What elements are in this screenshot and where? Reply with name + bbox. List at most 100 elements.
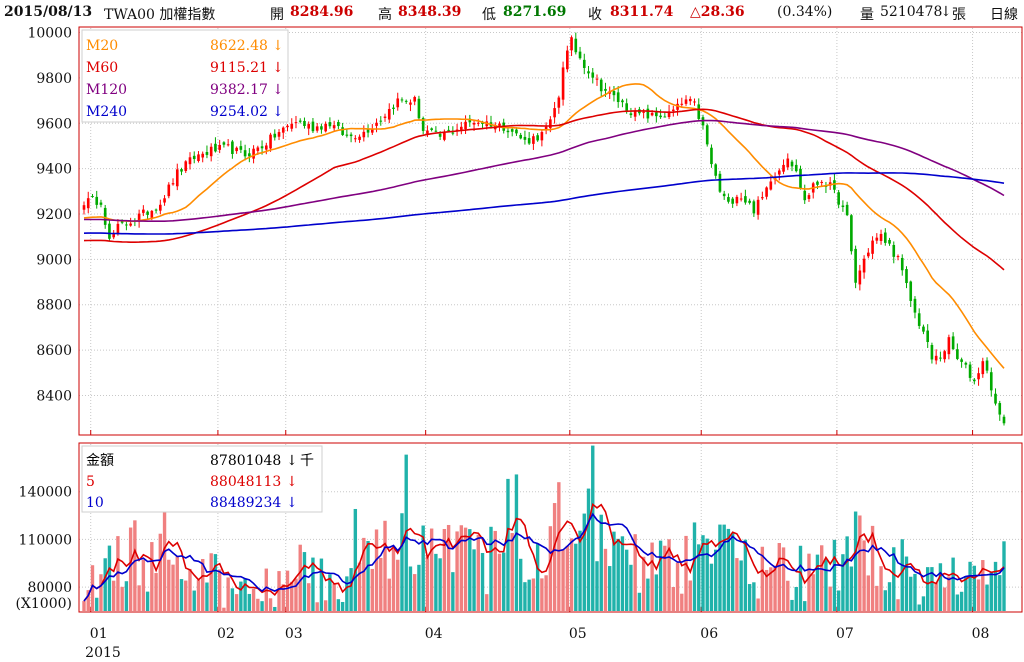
candle: [828, 176, 832, 190]
volume-bar: [591, 445, 595, 611]
candle-body: [417, 98, 421, 119]
candle: [328, 117, 332, 129]
candle: [523, 130, 527, 145]
candle-body: [387, 108, 391, 120]
candle: [599, 78, 603, 97]
volume-bar: [764, 569, 769, 611]
volume-bar: [981, 560, 985, 611]
candle-body: [939, 357, 942, 359]
candle-body: [476, 122, 480, 124]
volume-bar: [735, 558, 739, 611]
month-label: 08: [972, 626, 990, 642]
volume-bar: [239, 581, 243, 611]
volume-bar: [794, 587, 798, 611]
candle: [756, 196, 760, 220]
candle: [646, 104, 650, 123]
candle-body: [930, 345, 934, 360]
vol-legend-amount-unit: 千: [300, 453, 314, 469]
candle: [616, 86, 620, 108]
candle: [332, 120, 336, 131]
candle: [688, 96, 692, 106]
volume-bar: [845, 536, 849, 611]
legend-m120-arrow-icon: ↓: [272, 82, 284, 98]
candle-body: [680, 103, 684, 105]
candle: [290, 118, 294, 132]
low-label: 低: [482, 7, 496, 23]
candle-body: [578, 51, 582, 59]
month-label: 07: [836, 626, 854, 642]
candle: [786, 153, 790, 171]
candle-body: [782, 164, 785, 172]
candle-body: [883, 232, 887, 243]
candle-body: [574, 38, 578, 53]
candle-body: [252, 148, 255, 159]
candle: [824, 181, 828, 193]
candle-body: [86, 198, 90, 209]
candle-body: [205, 152, 209, 155]
volume-bar: [726, 528, 731, 611]
volume-bar: [489, 526, 493, 611]
volume-label: 量: [860, 7, 874, 23]
volume-bar: [921, 596, 926, 611]
candle-body: [688, 98, 692, 102]
volume-bar: [951, 557, 955, 611]
candle-body: [633, 110, 637, 117]
candle-body: [506, 130, 510, 133]
volume-bar: [985, 584, 989, 611]
candle: [307, 121, 311, 136]
candle-body: [409, 102, 412, 105]
volume-bar: [124, 581, 129, 611]
candle-body: [871, 240, 874, 254]
candle-body: [748, 200, 751, 203]
candle: [858, 264, 862, 291]
volume-bar: [222, 607, 226, 611]
candle: [968, 361, 972, 382]
volume-bar: [290, 581, 294, 611]
volume-bar: [989, 571, 993, 611]
volume-bar: [345, 576, 349, 611]
candle-body: [142, 209, 145, 213]
volume-bar: [192, 590, 196, 611]
candle-body: [926, 330, 930, 343]
volume-bar: [162, 499, 167, 611]
candle: [582, 53, 586, 75]
candle-body: [443, 132, 446, 140]
volume-bar: [196, 580, 201, 611]
volume-bar: [557, 482, 561, 611]
candle-body: [718, 173, 722, 192]
candle-body: [421, 118, 425, 131]
legend-m60-arrow-icon: ↓: [272, 60, 284, 76]
volume-bar: [438, 558, 442, 611]
candle-body: [328, 122, 332, 127]
volume-bar: [379, 557, 383, 611]
candle: [943, 349, 946, 363]
candle: [956, 343, 959, 361]
candle-body: [553, 108, 556, 118]
volume-bar: [277, 571, 281, 611]
candle: [591, 68, 595, 84]
month-label: 06: [700, 626, 718, 642]
candle: [964, 361, 968, 369]
candle-body: [705, 125, 709, 145]
volume-bar: [790, 599, 794, 611]
candle-body: [739, 198, 743, 200]
volume-bar: [540, 578, 544, 611]
candle: [154, 208, 158, 214]
candle-body: [264, 145, 268, 150]
price-tick-label: 8800: [36, 298, 72, 314]
candle: [171, 178, 175, 186]
volume-bar: [400, 513, 404, 611]
candle-body: [379, 120, 383, 122]
candle-body: [947, 337, 951, 355]
candle-body: [816, 181, 819, 185]
candle-body: [464, 121, 467, 130]
volume-bar: [137, 585, 141, 611]
candle-body: [180, 169, 183, 172]
candle-body: [498, 123, 501, 126]
volume-bar: [527, 579, 531, 611]
volume-bar: [650, 542, 654, 611]
candle: [727, 193, 730, 204]
volume-bar: [429, 528, 434, 611]
candle-body: [761, 197, 764, 199]
candle-body: [120, 221, 124, 223]
